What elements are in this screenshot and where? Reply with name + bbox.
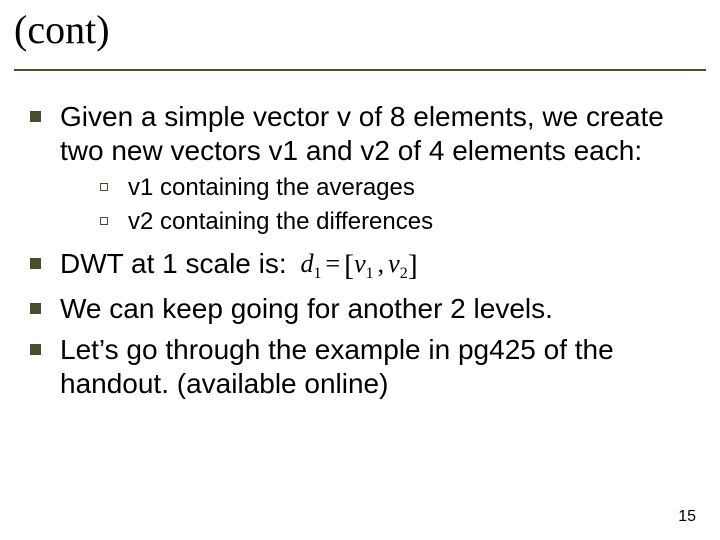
sub-bullet-list: v1 containing the averages v2 containing… [60,173,696,237]
sub-bullet-text: v2 containing the differences [128,208,433,235]
formula-comma: , [374,249,389,278]
bullet-item-2: DWT at 1 scale is: d1=[v1,v2] [24,247,696,284]
bullet-list: Given a simple vector v of 8 elements, w… [24,100,696,401]
sub-bullet-item-1: v1 containing the averages [60,173,696,203]
sub-bullet-text: v1 containing the averages [128,174,415,201]
formula-v1: v [354,249,366,278]
page-number: 15 [678,508,696,526]
bullet-text: Let’s go through the example in pg425 of… [60,334,614,399]
bullet-text-prefix: DWT at 1 scale is: [60,248,294,279]
formula-left-bracket: [ [344,249,354,282]
formula-v1-sub: 1 [366,265,374,282]
slide: (cont) Given a simple vector v of 8 elem… [0,0,720,540]
title-container: (cont) [14,6,706,71]
bullet-item-4: Let’s go through the example in pg425 of… [24,333,696,400]
formula-v2-sub: 2 [400,265,408,282]
formula-right-bracket: ] [408,249,418,282]
slide-title: (cont) [14,7,110,52]
formula-d: d [300,249,313,278]
bullet-text: Given a simple vector v of 8 elements, w… [60,101,664,166]
formula: d1=[v1,v2] [298,248,419,284]
slide-body: Given a simple vector v of 8 elements, w… [24,100,696,409]
bullet-item-3: We can keep going for another 2 levels. [24,292,696,326]
bullet-text: We can keep going for another 2 levels. [60,293,553,324]
bullet-item-1: Given a simple vector v of 8 elements, w… [24,100,696,237]
sub-bullet-item-2: v2 containing the differences [60,207,696,237]
formula-v2: v [388,249,400,278]
formula-eq: = [321,249,344,278]
